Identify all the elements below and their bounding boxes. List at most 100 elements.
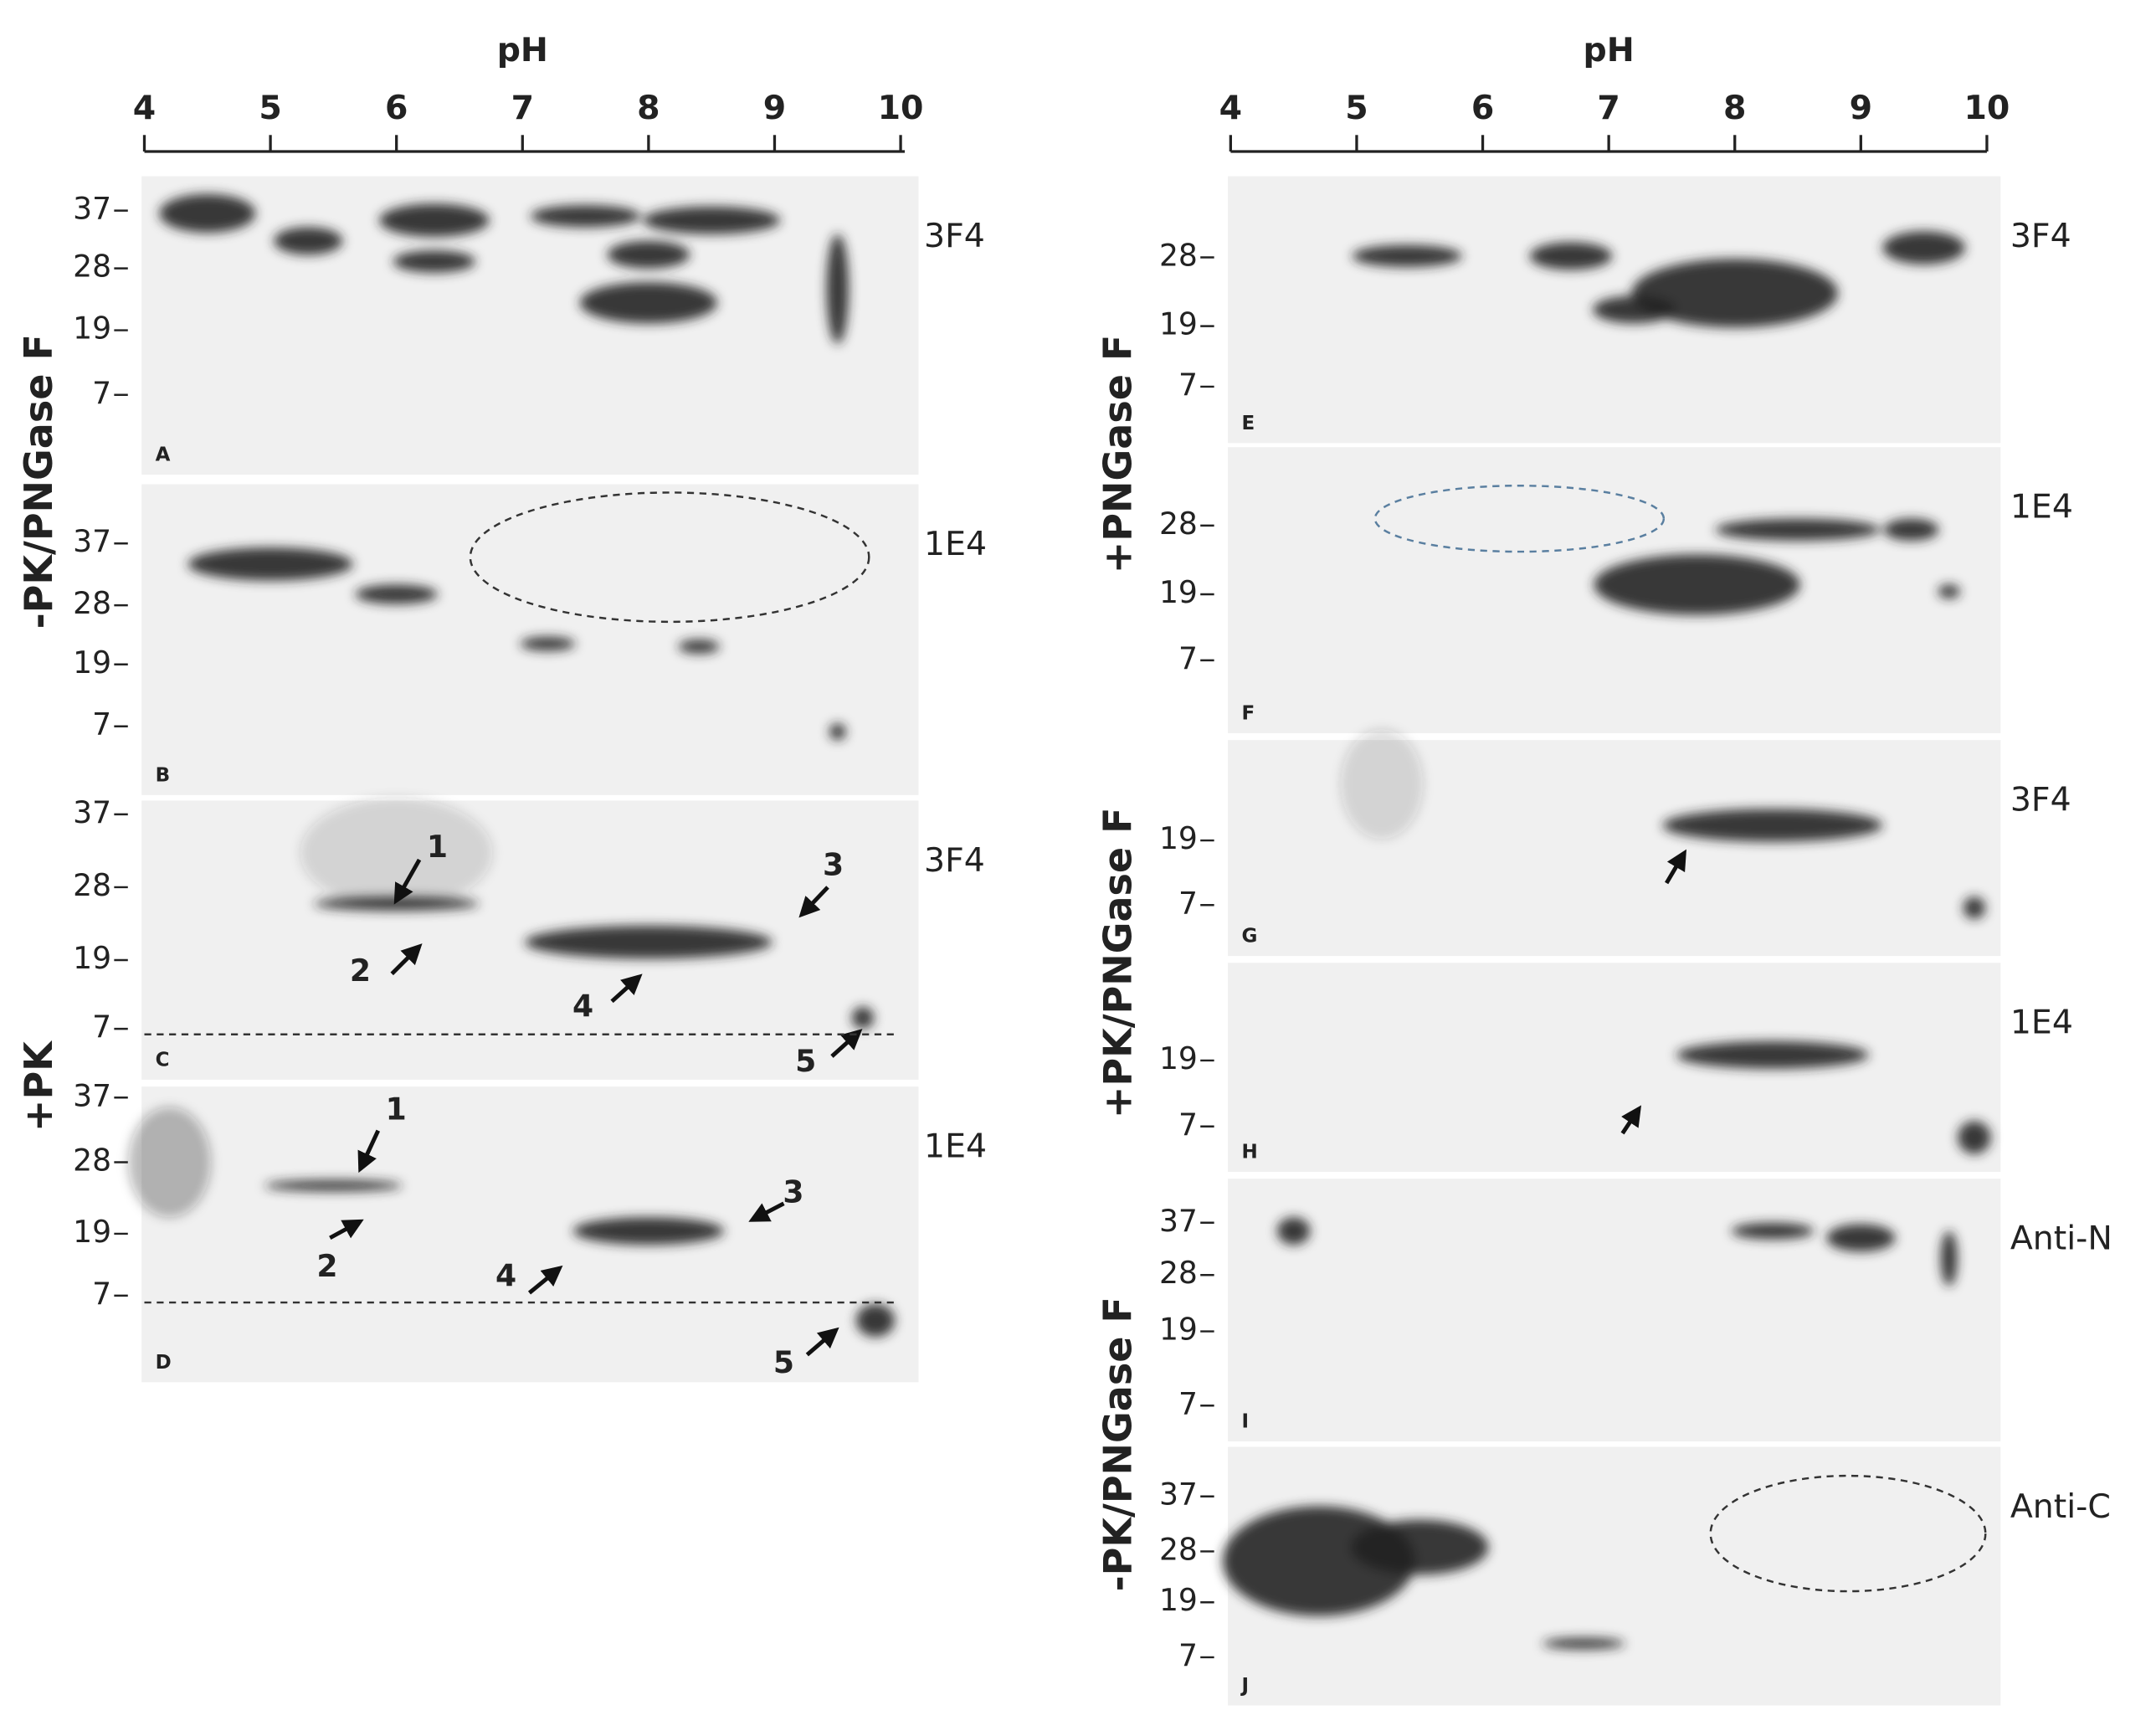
blot-spots: [159, 193, 849, 344]
spot: [579, 282, 718, 324]
arrow: [1665, 849, 1687, 885]
mw-label: 28: [73, 585, 111, 621]
antibody-label: 3F4: [924, 217, 985, 255]
mw-label: 7: [92, 375, 111, 411]
ph-tick-label: 5: [259, 89, 281, 127]
mw-label: 37: [73, 523, 111, 559]
blot-panel: [141, 1086, 919, 1383]
antibody-label: 3F4: [2010, 781, 2071, 819]
axis-title: pH: [497, 31, 548, 69]
mw-label: 37: [73, 191, 111, 227]
spot: [1731, 1222, 1815, 1240]
arrow: [830, 1029, 863, 1058]
panel-letter: A: [156, 444, 171, 466]
spot: [1340, 729, 1424, 840]
spot: [1631, 259, 1838, 328]
blot-panel: [141, 176, 919, 475]
mw-label: 19: [1159, 1040, 1198, 1076]
mw-label: 37: [73, 794, 111, 830]
spot: [1676, 1040, 1869, 1069]
dashed-ellipse: [1709, 1474, 1987, 1593]
ph-tick-label: 4: [1219, 89, 1242, 127]
spot-number: 5: [795, 1043, 816, 1079]
condition-label: +PNGase F: [1095, 335, 1140, 574]
mw-label: 37: [1159, 1477, 1198, 1513]
spot: [643, 206, 781, 234]
arrow: [329, 1219, 364, 1240]
mw-label: 19: [1159, 1582, 1198, 1618]
mw-label: 7: [92, 706, 111, 742]
panel-letter: B: [156, 764, 171, 786]
spot: [264, 1179, 403, 1191]
ph-tick-label: 6: [385, 89, 408, 127]
spot-number: 4: [495, 1258, 516, 1294]
mw-label: 19: [1159, 306, 1198, 342]
spot: [1958, 1121, 1991, 1154]
condition-label: -PK/PNGase F: [1095, 1297, 1140, 1591]
axis-title: pH: [1584, 31, 1635, 69]
blot-spots: [1352, 231, 1965, 328]
spot: [1882, 231, 1965, 265]
mw-label: 37: [1159, 1203, 1198, 1239]
spot: [530, 205, 641, 228]
spot-number: 3: [823, 846, 844, 882]
spot: [355, 584, 438, 604]
spot-number: 3: [783, 1174, 803, 1210]
spot: [1883, 518, 1939, 541]
antibody-label: 3F4: [2010, 217, 2071, 255]
spot: [1594, 554, 1800, 615]
antibody-label: 1E4: [2010, 488, 2073, 526]
mw-label: 7: [1178, 367, 1198, 403]
panel-letter: C: [156, 1049, 170, 1071]
panel-letter: E: [1241, 413, 1255, 434]
blot-spots: [300, 798, 875, 1030]
spot: [572, 1217, 725, 1246]
arrow: [748, 1201, 785, 1222]
mw-label: 19: [1159, 820, 1198, 856]
condition-label: +PK/PNGase F: [1095, 807, 1140, 1118]
antibody-label: Anti-N: [2010, 1220, 2112, 1258]
spot: [1352, 244, 1462, 267]
mw-label: 7: [92, 1009, 111, 1045]
mw-label: 7: [1178, 1385, 1198, 1421]
mw-label: 28: [1159, 1255, 1198, 1291]
blot-spots: [1676, 1040, 1991, 1154]
mw-label: 28: [1159, 238, 1198, 274]
mw-label: 7: [1178, 885, 1198, 921]
spot-number: 2: [350, 953, 371, 989]
ph-tick-label: 6: [1471, 89, 1494, 127]
antibody-label: 3F4: [924, 841, 985, 880]
mw-label: 37: [73, 1077, 111, 1113]
blot-spots: [1340, 729, 1986, 919]
spot: [1662, 809, 1883, 842]
spot: [1542, 1637, 1625, 1650]
arrow: [805, 1327, 839, 1357]
spot-number: 4: [572, 989, 593, 1025]
panel-letter: G: [1241, 926, 1257, 948]
mw-label: 19: [1159, 574, 1198, 610]
mw-label: 28: [1159, 506, 1198, 542]
spot-number: 5: [773, 1344, 794, 1380]
blot-panel: [1228, 1179, 2001, 1441]
mw-label: 28: [73, 1143, 111, 1179]
blot-spots: [187, 547, 846, 741]
spot: [525, 925, 773, 959]
spot: [379, 203, 490, 237]
arrow: [1620, 1105, 1642, 1135]
spot: [1963, 896, 1986, 919]
dashed-ellipse: [469, 491, 870, 624]
arrow: [357, 1129, 381, 1174]
ph-tick-label: 4: [133, 89, 156, 127]
mw-label: 7: [1178, 640, 1198, 676]
condition-label: +PK: [16, 1040, 61, 1132]
spot: [300, 798, 493, 908]
spot: [678, 639, 720, 654]
antibody-label: 1E4: [2010, 1004, 2073, 1042]
mw-label: 28: [73, 249, 111, 285]
ph-tick-label: 5: [1345, 89, 1368, 127]
blot-spots: [1594, 518, 1960, 615]
mw-label: 19: [73, 940, 111, 976]
ph-tick-label: 7: [1597, 89, 1620, 127]
ph-tick-label: 8: [637, 89, 660, 127]
spot: [520, 636, 576, 651]
